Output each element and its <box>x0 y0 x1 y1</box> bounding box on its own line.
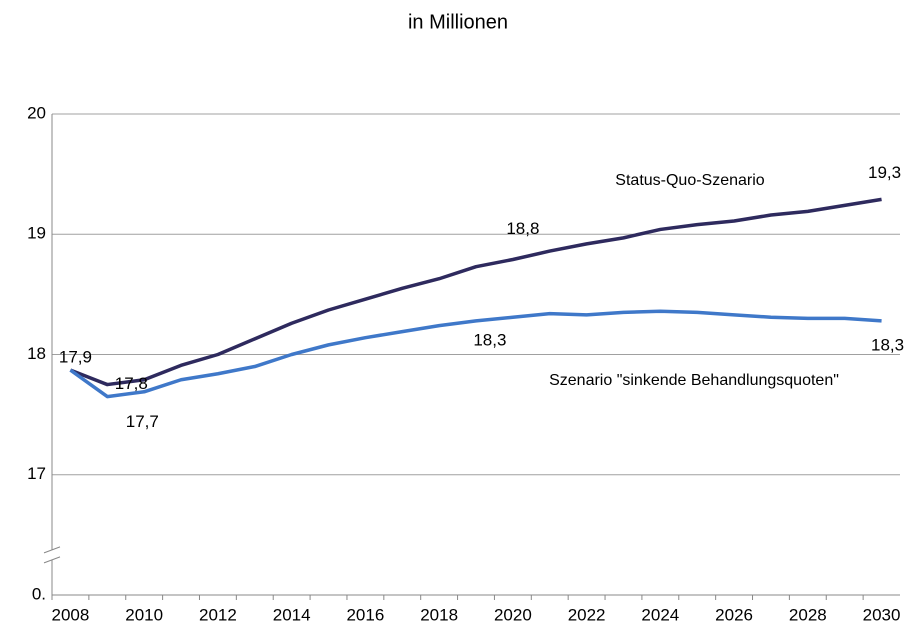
series-label: Szenario "sinkende Behandlungsquoten" <box>549 372 839 389</box>
x-tick-label: 2012 <box>199 605 237 624</box>
x-tick-label: 2016 <box>346 605 384 624</box>
chart-title: in Millionen <box>408 11 508 33</box>
y-tick-label: 20 <box>27 103 46 122</box>
y-tick-label: 0. <box>32 584 46 603</box>
data-label: 18,8 <box>506 219 539 238</box>
x-tick-label: 2030 <box>863 605 901 624</box>
axis-break <box>43 546 61 564</box>
axis-break-gap <box>49 549 55 560</box>
series-label: Status-Quo-Szenario <box>615 172 765 189</box>
data-label: 17,7 <box>126 412 159 431</box>
x-tick-label: 2008 <box>52 605 90 624</box>
x-tick-label: 2010 <box>125 605 163 624</box>
y-tick-label: 18 <box>27 344 46 363</box>
data-label: 19,3 <box>868 163 901 182</box>
series-line <box>69 197 882 387</box>
y-tick-label: 19 <box>27 224 46 243</box>
x-tick-label: 2014 <box>273 605 311 624</box>
x-tick-label: 2020 <box>494 605 532 624</box>
x-tick-label: 2026 <box>715 605 753 624</box>
y-tick-label: 17 <box>27 464 46 483</box>
x-tick-label: 2024 <box>641 605 679 624</box>
x-tick-label: 2022 <box>568 605 606 624</box>
series-line <box>69 309 882 399</box>
data-label: 18,3 <box>473 331 506 350</box>
data-label: 17,8 <box>115 374 148 393</box>
x-tick-label: 2028 <box>789 605 827 624</box>
x-tick-label: 2018 <box>420 605 458 624</box>
data-label: 18,3 <box>871 335 904 354</box>
data-label: 17,9 <box>59 348 92 367</box>
